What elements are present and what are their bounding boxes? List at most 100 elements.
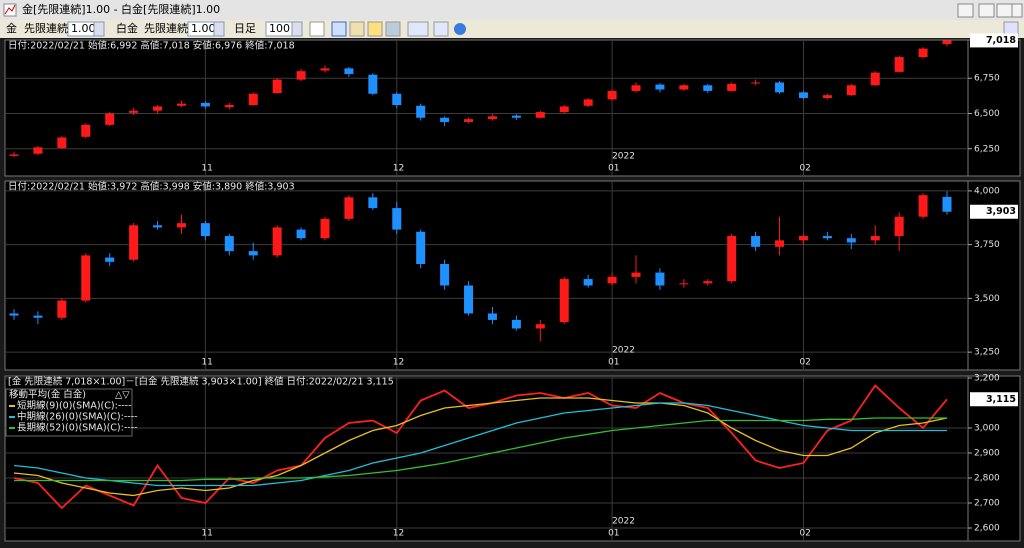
candle-body (846, 238, 856, 243)
candle-body (822, 236, 832, 239)
x-tick-label: 02 (799, 164, 810, 174)
y-tick-label: 2,800 (974, 474, 1000, 484)
candle-body (631, 85, 641, 91)
last-value-label: 7,018 (986, 35, 1016, 46)
contract-2: 先限連続 (144, 21, 188, 35)
y-tick-label: 2,700 (974, 499, 1000, 509)
candle-body (105, 257, 115, 262)
candle-body (296, 229, 306, 239)
x-tick-label: 11 (201, 358, 212, 368)
info-line: 日付:2022/02/21 始値:3,972 高値:3,998 安値:3,890… (8, 181, 295, 193)
refresh-button[interactable] (454, 23, 466, 35)
candle-body (798, 92, 808, 98)
maximize-button[interactable] (996, 3, 1013, 18)
candle-body (320, 218, 330, 239)
candle-body (775, 82, 785, 93)
y-tick-label: 3,500 (974, 294, 1000, 304)
candle-body (9, 313, 19, 316)
candle-body (631, 272, 641, 277)
candle-body (392, 208, 402, 230)
candle-body (9, 154, 19, 156)
charts: 6,250 6,500 6,750 11 12 01 02 2022 日付:2022/02/21… (4, 33, 1021, 542)
candle-body (535, 324, 545, 329)
dropdown[interactable] (213, 21, 225, 37)
tool-button[interactable] (385, 21, 401, 37)
candle-body (200, 102, 210, 107)
candle-body (870, 236, 880, 241)
y-tick-label: 3,200 (974, 374, 1000, 384)
tool-button[interactable] (331, 21, 347, 37)
candle-body (33, 147, 43, 154)
candle-body (464, 119, 474, 122)
candle-body (392, 93, 402, 106)
window-buttons[interactable] (957, 3, 1023, 18)
candle-body (703, 281, 713, 284)
candle-body (822, 95, 832, 98)
app-icon-line (4, 4, 16, 15)
candle-body (81, 124, 91, 137)
legend-entry: 長期線(52)(0)(SMA)(C):---- (17, 422, 138, 434)
tool-button[interactable] (309, 21, 325, 37)
candle-body (176, 103, 186, 106)
candle-body (559, 279, 569, 323)
x-tick-label: 01 (608, 164, 619, 174)
multiplier-1[interactable]: 1.00 (71, 22, 96, 35)
candle-body (655, 272, 665, 286)
last-value-label: 3,903 (986, 206, 1016, 217)
candle-body (368, 74, 378, 94)
candle-body (798, 236, 808, 241)
candle-body (344, 68, 354, 74)
info-line: [金 先限連続 7,018×1.00]－[白金 先限連続 3,903×1.00]… (8, 376, 394, 388)
candle-body (57, 137, 67, 149)
candle-body (727, 83, 737, 91)
dropdown[interactable] (93, 21, 105, 37)
info-line: 日付:2022/02/21 始値:6,992 高値:7,018 安値:6,976… (8, 40, 295, 52)
x-tick-label: 01 (608, 358, 619, 368)
symbol-2: 白金 (116, 21, 138, 35)
contract-1: 先限連続 (24, 21, 68, 35)
tool-button[interactable] (407, 21, 429, 37)
last-value-box (970, 33, 1018, 48)
candle-body (511, 319, 521, 329)
window-title: 金[先限連続]1.00 - 白金[先限連続]1.00 (22, 2, 220, 16)
candle-body (583, 99, 593, 106)
y-tick-label: 3,750 (974, 240, 1000, 250)
candle-body (751, 236, 761, 247)
candle-body (272, 227, 282, 256)
candle-body (129, 225, 139, 260)
candle-body (416, 231, 426, 264)
tool-button[interactable] (349, 21, 365, 37)
candle-body (440, 263, 450, 286)
y-tick-label: 4,000 (974, 186, 1000, 196)
tool-icons[interactable] (309, 21, 1019, 37)
price-axis (967, 39, 1021, 177)
minimize-button[interactable] (978, 3, 995, 18)
legend-box (5, 388, 133, 437)
candle-body (894, 57, 904, 72)
candle-body (870, 72, 880, 86)
candle-body (248, 93, 258, 106)
candle-body (129, 110, 139, 113)
candle-body (775, 240, 785, 247)
close-button[interactable] (1011, 3, 1023, 18)
x-tick-label: 12 (393, 529, 404, 539)
tool-button[interactable] (433, 21, 449, 37)
candle-body (153, 106, 163, 111)
multiplier-2[interactable]: 1.00 (191, 22, 216, 35)
candle-body (535, 112, 545, 118)
candle-body (153, 225, 163, 228)
restore-button[interactable] (957, 3, 974, 18)
x-tick-label: 12 (393, 358, 404, 368)
panel (4, 39, 969, 177)
period[interactable]: 日足 (234, 22, 256, 35)
candle-body (487, 313, 497, 320)
candle-body (942, 196, 952, 212)
dropdown[interactable] (291, 21, 303, 37)
candle-body (33, 315, 43, 318)
candle-body (487, 116, 497, 120)
candle-body (918, 48, 928, 58)
tool-button[interactable] (367, 21, 383, 37)
count[interactable]: 100 (269, 22, 290, 35)
